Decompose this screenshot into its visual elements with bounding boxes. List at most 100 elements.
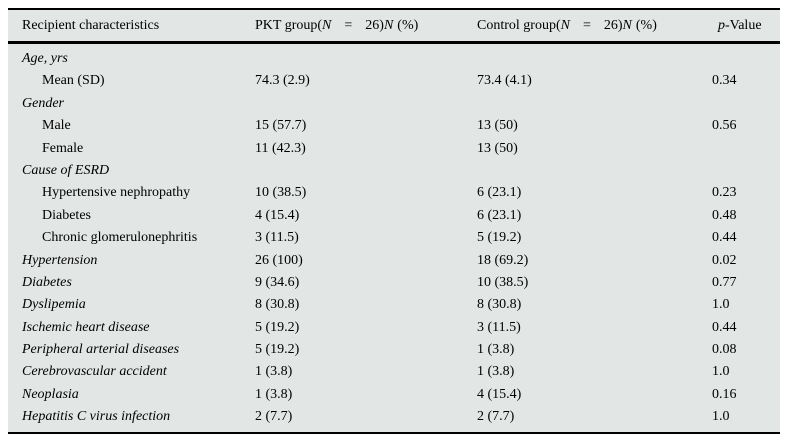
row-label: Ischemic heart disease	[22, 319, 150, 335]
pkt-value: 10 (38.5)	[255, 185, 307, 201]
table-row-chronic-glomerulonephritis: Chronic glomerulonephritis 3 (11.5) 5 (1…	[8, 227, 780, 249]
pkt-header-n: N	[322, 17, 332, 33]
pkt-header-equals: =	[344, 17, 353, 33]
pkt-value: 9 (34.6)	[255, 274, 300, 290]
table-row-neoplasia: Neoplasia 1 (3.8) 4 (15.4) 0.16	[8, 384, 780, 406]
control-value	[477, 93, 703, 115]
control-value: 1 (3.8)	[477, 364, 515, 380]
p-value: 0.02	[712, 252, 737, 268]
table-row-female: Female 11 (42.3) 13 (50)	[8, 138, 780, 160]
pkt-value: 8 (30.8)	[255, 297, 300, 313]
col-header-control-group: Control group(N = 26)N (%)	[477, 18, 703, 34]
pkt-value: 1 (3.8)	[255, 386, 293, 402]
table-row-diabetes-esrd: Diabetes 4 (15.4) 6 (23.1) 0.48	[8, 205, 780, 227]
p-value: 1.0	[712, 297, 730, 313]
table-row-gender: Gender	[8, 93, 780, 115]
row-label: Diabetes	[22, 274, 72, 290]
p-value	[703, 138, 780, 160]
row-label: Peripheral arterial diseases	[22, 342, 180, 358]
row-label: Cause of ESRD	[22, 162, 110, 178]
control-value: 8 (30.8)	[477, 297, 522, 313]
pkt-value	[255, 93, 477, 115]
row-label: Hepatitis C virus infection	[22, 409, 171, 425]
row-label: Mean (SD)	[42, 73, 105, 89]
p-value: 0.08	[712, 342, 737, 358]
col-header-pkt-group: PKT group(N = 26)N (%)	[255, 18, 477, 34]
pkt-value: 2 (7.7)	[255, 409, 293, 425]
row-label: Chronic glomerulonephritis	[42, 230, 198, 246]
p-value	[703, 93, 780, 115]
pkt-header-percent: (%)	[397, 17, 419, 33]
row-label: Male	[42, 118, 71, 134]
table-row-hypertensive-nephropathy: Hypertensive nephropathy 10 (38.5) 6 (23…	[8, 182, 780, 204]
table-header-row: Recipient characteristics PKT group(N = 26…	[8, 10, 780, 44]
control-header-prefix: Control group(	[477, 17, 561, 33]
pkt-value	[255, 48, 477, 70]
table-row-mean-sd: Mean (SD) 74.3 (2.9) 73.4 (4.1) 0.34	[8, 70, 780, 92]
table-row-dyslipemia: Dyslipemia 8 (30.8) 8 (30.8) 1.0	[8, 294, 780, 316]
row-label: Diabetes	[42, 207, 91, 223]
p-value: 0.44	[712, 230, 737, 246]
table-row-hepatitis-c-virus-infection: Hepatitis C virus infection 2 (7.7) 2 (7…	[8, 406, 780, 428]
control-value: 10 (38.5)	[477, 274, 529, 290]
control-header-equals: =	[582, 17, 591, 33]
table-row-male: Male 15 (57.7) 13 (50) 0.56	[8, 115, 780, 137]
p-value	[703, 48, 780, 70]
pvalue-header-rest: -Value	[725, 17, 762, 33]
control-value: 4 (15.4)	[477, 386, 522, 402]
row-label: Neoplasia	[22, 386, 79, 402]
control-header-percent: (%)	[635, 17, 657, 33]
p-value: 1.0	[712, 364, 730, 380]
pkt-header-n2: N	[383, 17, 394, 33]
pkt-value	[255, 160, 477, 182]
control-value	[477, 48, 703, 70]
p-value: 0.56	[712, 118, 737, 134]
p-value: 0.34	[712, 73, 737, 89]
table-row-diabetes: Diabetes 9 (34.6) 10 (38.5) 0.77	[8, 272, 780, 294]
table-row-peripheral-arterial-diseases: Peripheral arterial diseases 5 (19.2) 1 …	[8, 339, 780, 361]
row-label: Gender	[22, 95, 64, 111]
p-value	[703, 160, 780, 182]
control-value: 13 (50)	[477, 118, 518, 134]
p-value: 0.44	[712, 319, 737, 335]
pkt-value: 3 (11.5)	[255, 230, 299, 246]
pkt-value: 74.3 (2.9)	[255, 73, 310, 89]
row-label: Dyslipemia	[22, 297, 86, 313]
table-row-hypertension: Hypertension 26 (100) 18 (69.2) 0.02	[8, 250, 780, 272]
row-label: Female	[42, 140, 84, 156]
p-value: 0.23	[712, 185, 737, 201]
col-header-p-value: p-Value	[703, 18, 780, 34]
p-value: 0.16	[712, 386, 737, 402]
pkt-header-count: 26)	[365, 17, 384, 33]
table-body: Age, yrs Mean (SD) 74.3 (2.9) 73.4 (4.1)…	[8, 44, 780, 432]
table-row-age-yrs: Age, yrs	[8, 48, 780, 70]
pkt-header-prefix: PKT group(	[255, 17, 323, 33]
pkt-value: 26 (100)	[255, 252, 303, 268]
pkt-value: 15 (57.7)	[255, 118, 307, 134]
control-value: 2 (7.7)	[477, 409, 515, 425]
pkt-value: 4 (15.4)	[255, 207, 300, 223]
control-value: 13 (50)	[477, 140, 518, 156]
p-value: 1.0	[712, 409, 730, 425]
control-value: 3 (11.5)	[477, 319, 521, 335]
control-value: 1 (3.8)	[477, 342, 515, 358]
pkt-value: 11 (42.3)	[255, 140, 306, 156]
control-header-count: 26)	[603, 17, 623, 33]
table-row-ischemic-heart-disease: Ischemic heart disease 5 (19.2) 3 (11.5)…	[8, 317, 780, 339]
row-label: Age, yrs	[22, 51, 68, 66]
control-value: 73.4 (4.1)	[477, 73, 532, 89]
col-header-recipient-characteristics: Recipient characteristics	[22, 17, 160, 33]
control-value: 6 (23.1)	[477, 185, 522, 201]
control-value: 5 (19.2)	[477, 230, 522, 246]
control-value: 18 (69.2)	[477, 252, 529, 268]
row-label: Hypertensive nephropathy	[42, 185, 191, 201]
pkt-value: 5 (19.2)	[255, 342, 300, 358]
control-value: 6 (23.1)	[477, 207, 522, 223]
row-label: Cerebrovascular accident	[22, 364, 167, 380]
pvalue-header-p: p	[718, 17, 725, 33]
control-value	[477, 160, 703, 182]
control-header-n2: N	[622, 17, 632, 33]
control-header-n: N	[560, 17, 570, 33]
table-row-cerebrovascular-accident: Cerebrovascular accident 1 (3.8) 1 (3.8)…	[8, 361, 780, 383]
row-label: Hypertension	[22, 252, 98, 268]
